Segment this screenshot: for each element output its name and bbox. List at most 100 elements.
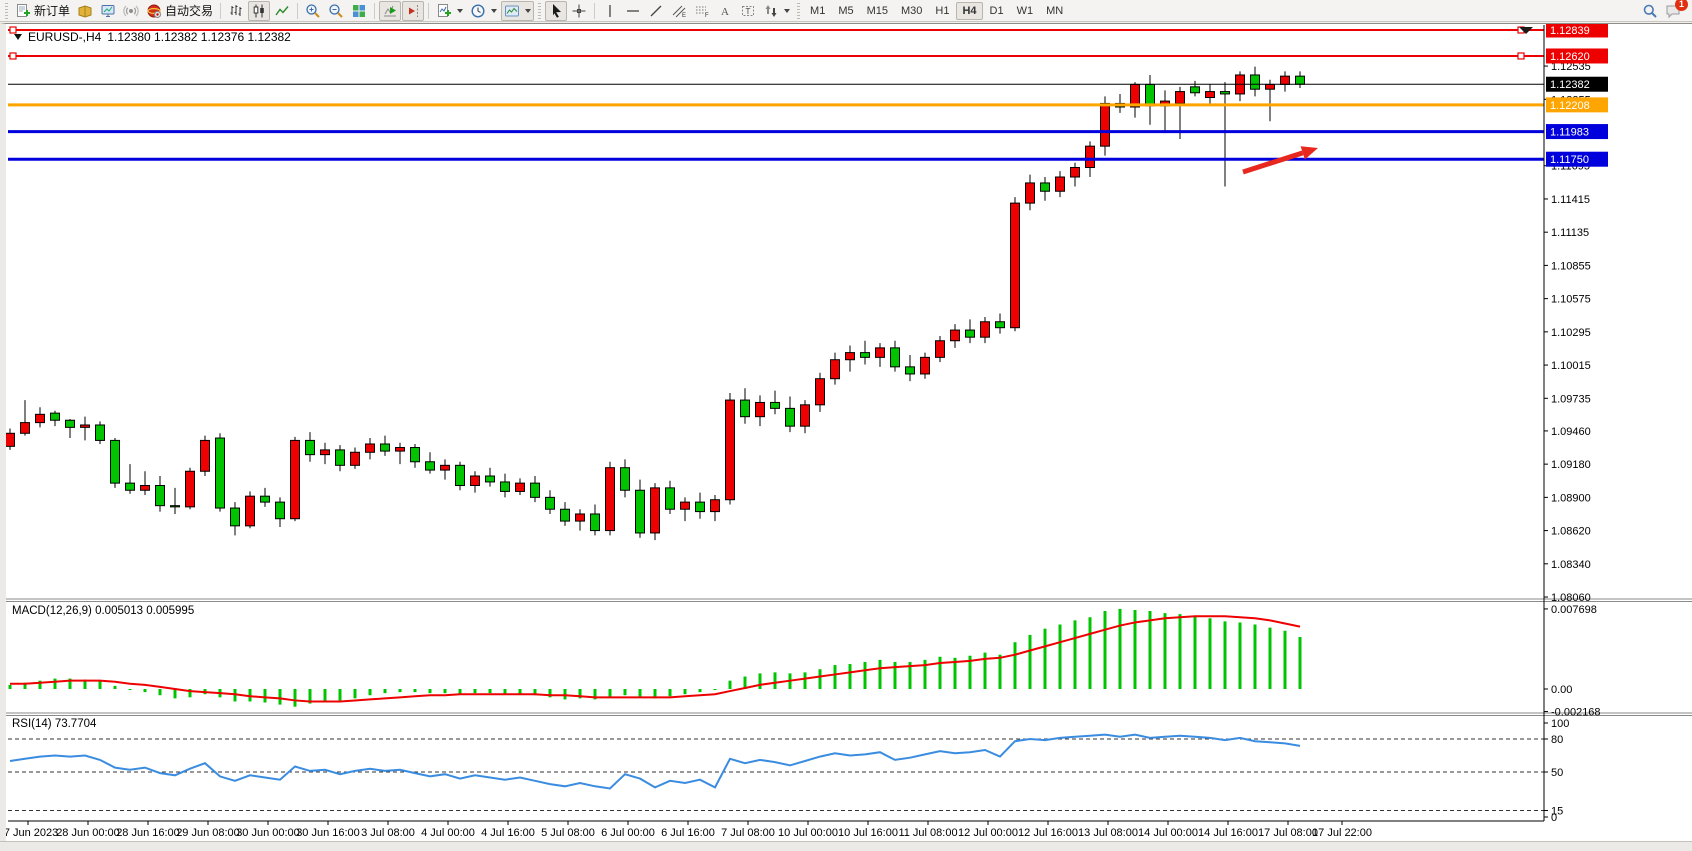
svg-text:0: 0 bbox=[1551, 812, 1557, 824]
timeframe-mn-button[interactable]: MN bbox=[1040, 2, 1069, 20]
chart-shift-button[interactable] bbox=[402, 0, 425, 21]
zoom-out-button[interactable] bbox=[325, 1, 347, 21]
monitor-icon bbox=[101, 4, 115, 17]
auto-scroll-button[interactable] bbox=[379, 0, 402, 21]
timeframe-h4-button[interactable]: H4 bbox=[956, 1, 983, 20]
svg-text:1.11415: 1.11415 bbox=[1551, 194, 1590, 206]
trendline-icon bbox=[650, 5, 662, 16]
svg-text:1.12535: 1.12535 bbox=[1551, 61, 1591, 73]
new-order-button[interactable]: 新订单 bbox=[12, 1, 73, 21]
svg-text:1.10015: 1.10015 bbox=[1551, 360, 1591, 372]
svg-text:1.08060: 1.08060 bbox=[1551, 592, 1591, 604]
chart-canvas[interactable]: 1.125351.122551.116951.114151.111351.108… bbox=[6, 24, 1692, 851]
svg-text:1.11750: 1.11750 bbox=[1550, 154, 1589, 166]
cursor-button[interactable] bbox=[545, 0, 568, 21]
svg-text:30 Jun 00:00: 30 Jun 00:00 bbox=[236, 827, 300, 839]
chart-title: EURUSD-,H4 1.12380 1.12382 1.12376 1.123… bbox=[14, 30, 291, 44]
templates-button[interactable] bbox=[501, 0, 535, 21]
tile-windows-button[interactable] bbox=[348, 1, 370, 21]
candlestick-chart-button[interactable] bbox=[248, 0, 271, 21]
tile-windows-icon bbox=[353, 4, 366, 17]
timeframe-w1-button[interactable]: W1 bbox=[1011, 2, 1040, 20]
toolbar-separator bbox=[220, 2, 222, 19]
svg-text:E: E bbox=[682, 13, 686, 19]
indicators-button[interactable] bbox=[433, 1, 466, 21]
timeframe-m30-button[interactable]: M30 bbox=[895, 2, 928, 20]
search-icon bbox=[1643, 4, 1657, 18]
timeframe-h1-button[interactable]: H1 bbox=[929, 2, 955, 20]
periods-button[interactable] bbox=[467, 1, 500, 21]
book-icon bbox=[78, 4, 92, 18]
svg-text:10 Jul 16:00: 10 Jul 16:00 bbox=[838, 827, 898, 839]
arrows-button[interactable] bbox=[760, 1, 793, 21]
fibonacci-icon: F bbox=[696, 6, 709, 19]
svg-text:6 Jul 00:00: 6 Jul 00:00 bbox=[601, 827, 655, 839]
line-chart-button[interactable] bbox=[271, 1, 293, 21]
auto-trading-globe-icon bbox=[147, 4, 162, 18]
channel-icon: E bbox=[672, 5, 686, 19]
search-button[interactable] bbox=[1639, 1, 1661, 21]
svg-text:30 Jun 16:00: 30 Jun 16:00 bbox=[296, 827, 360, 839]
horizontal-line-button[interactable] bbox=[622, 1, 644, 21]
svg-text:0.00: 0.00 bbox=[1551, 684, 1572, 696]
svg-text:1.12620: 1.12620 bbox=[1550, 51, 1590, 63]
svg-text:1.11983: 1.11983 bbox=[1550, 127, 1589, 139]
cursor-arrow-icon bbox=[553, 3, 562, 18]
svg-text:17 Jul 08:00: 17 Jul 08:00 bbox=[1258, 827, 1318, 839]
zoom-in-icon bbox=[306, 3, 320, 18]
svg-text:1.09180: 1.09180 bbox=[1551, 459, 1591, 471]
timeframe-d1-button[interactable]: D1 bbox=[984, 2, 1010, 20]
text-label-icon: T bbox=[742, 5, 755, 16]
svg-text:1.08340: 1.08340 bbox=[1551, 559, 1591, 571]
timeframe-m5-button[interactable]: M5 bbox=[832, 2, 859, 20]
svg-text:1.10575: 1.10575 bbox=[1551, 294, 1591, 306]
chevron-down-icon bbox=[525, 8, 532, 13]
svg-text:100: 100 bbox=[1551, 718, 1569, 730]
equidistant-channel-button[interactable]: E bbox=[668, 1, 690, 21]
svg-text:28 Jun 16:00: 28 Jun 16:00 bbox=[116, 827, 180, 839]
svg-text:1.10855: 1.10855 bbox=[1551, 260, 1591, 272]
timeframe-m1-button[interactable]: M1 bbox=[804, 2, 831, 20]
bar-chart-button[interactable] bbox=[225, 1, 247, 21]
terminal-button[interactable] bbox=[97, 1, 119, 21]
notifications-button[interactable]: 1 bbox=[1662, 0, 1688, 21]
signal-button[interactable] bbox=[120, 1, 142, 21]
text-button[interactable]: A bbox=[714, 1, 736, 21]
toolbar-separator bbox=[297, 2, 299, 19]
timeframe-m15-button[interactable]: M15 bbox=[861, 2, 894, 20]
chart-title-ohlc: 1.12380 1.12382 1.12376 1.12382 bbox=[107, 30, 291, 44]
auto-trading-label: 自动交易 bbox=[165, 4, 214, 18]
svg-text:1.09460: 1.09460 bbox=[1551, 426, 1591, 438]
svg-text:1.08620: 1.08620 bbox=[1551, 526, 1591, 538]
chart-title-symbol: EURUSD-,H4 bbox=[28, 30, 102, 44]
svg-text:1.12839: 1.12839 bbox=[1550, 25, 1590, 37]
svg-text:7 Jul 08:00: 7 Jul 08:00 bbox=[721, 827, 775, 839]
svg-text:1.12382: 1.12382 bbox=[1550, 79, 1590, 91]
crosshair-button[interactable] bbox=[568, 1, 590, 21]
svg-text:F: F bbox=[705, 13, 709, 19]
fibonacci-button[interactable]: F bbox=[691, 1, 713, 21]
svg-text:14 Jul 00:00: 14 Jul 00:00 bbox=[1138, 827, 1198, 839]
text-label-button[interactable]: T bbox=[737, 1, 759, 21]
symbol-dropdown-icon[interactable] bbox=[14, 34, 22, 40]
arrows-icon bbox=[765, 4, 777, 17]
market-watch-button[interactable] bbox=[74, 1, 96, 21]
toolbar-grip[interactable] bbox=[538, 2, 542, 19]
toolbar-separator bbox=[428, 2, 430, 19]
svg-text:27 Jun 2023: 27 Jun 2023 bbox=[6, 827, 58, 839]
rsi-indicator-label: RSI(14) 73.7704 bbox=[12, 718, 97, 730]
zoom-in-button[interactable] bbox=[302, 1, 324, 21]
svg-text:12 Jul 16:00: 12 Jul 16:00 bbox=[1018, 827, 1078, 839]
toolbar-grip[interactable] bbox=[5, 2, 8, 19]
window-bottom-edge bbox=[0, 841, 1692, 851]
template-icon bbox=[505, 5, 520, 16]
horizontal-line-icon bbox=[627, 9, 640, 12]
chart-window[interactable]: 1.125351.122551.116951.114151.111351.108… bbox=[0, 23, 1692, 850]
trendline-button[interactable] bbox=[645, 1, 667, 21]
toolbar-grip[interactable] bbox=[797, 2, 801, 19]
auto-trading-button[interactable]: 自动交易 bbox=[143, 1, 216, 21]
svg-text:17 Jul 22:00: 17 Jul 22:00 bbox=[1312, 827, 1372, 839]
auto-scroll-icon bbox=[384, 5, 397, 16]
indicators-icon bbox=[438, 3, 452, 17]
vertical-line-button[interactable] bbox=[599, 1, 621, 21]
